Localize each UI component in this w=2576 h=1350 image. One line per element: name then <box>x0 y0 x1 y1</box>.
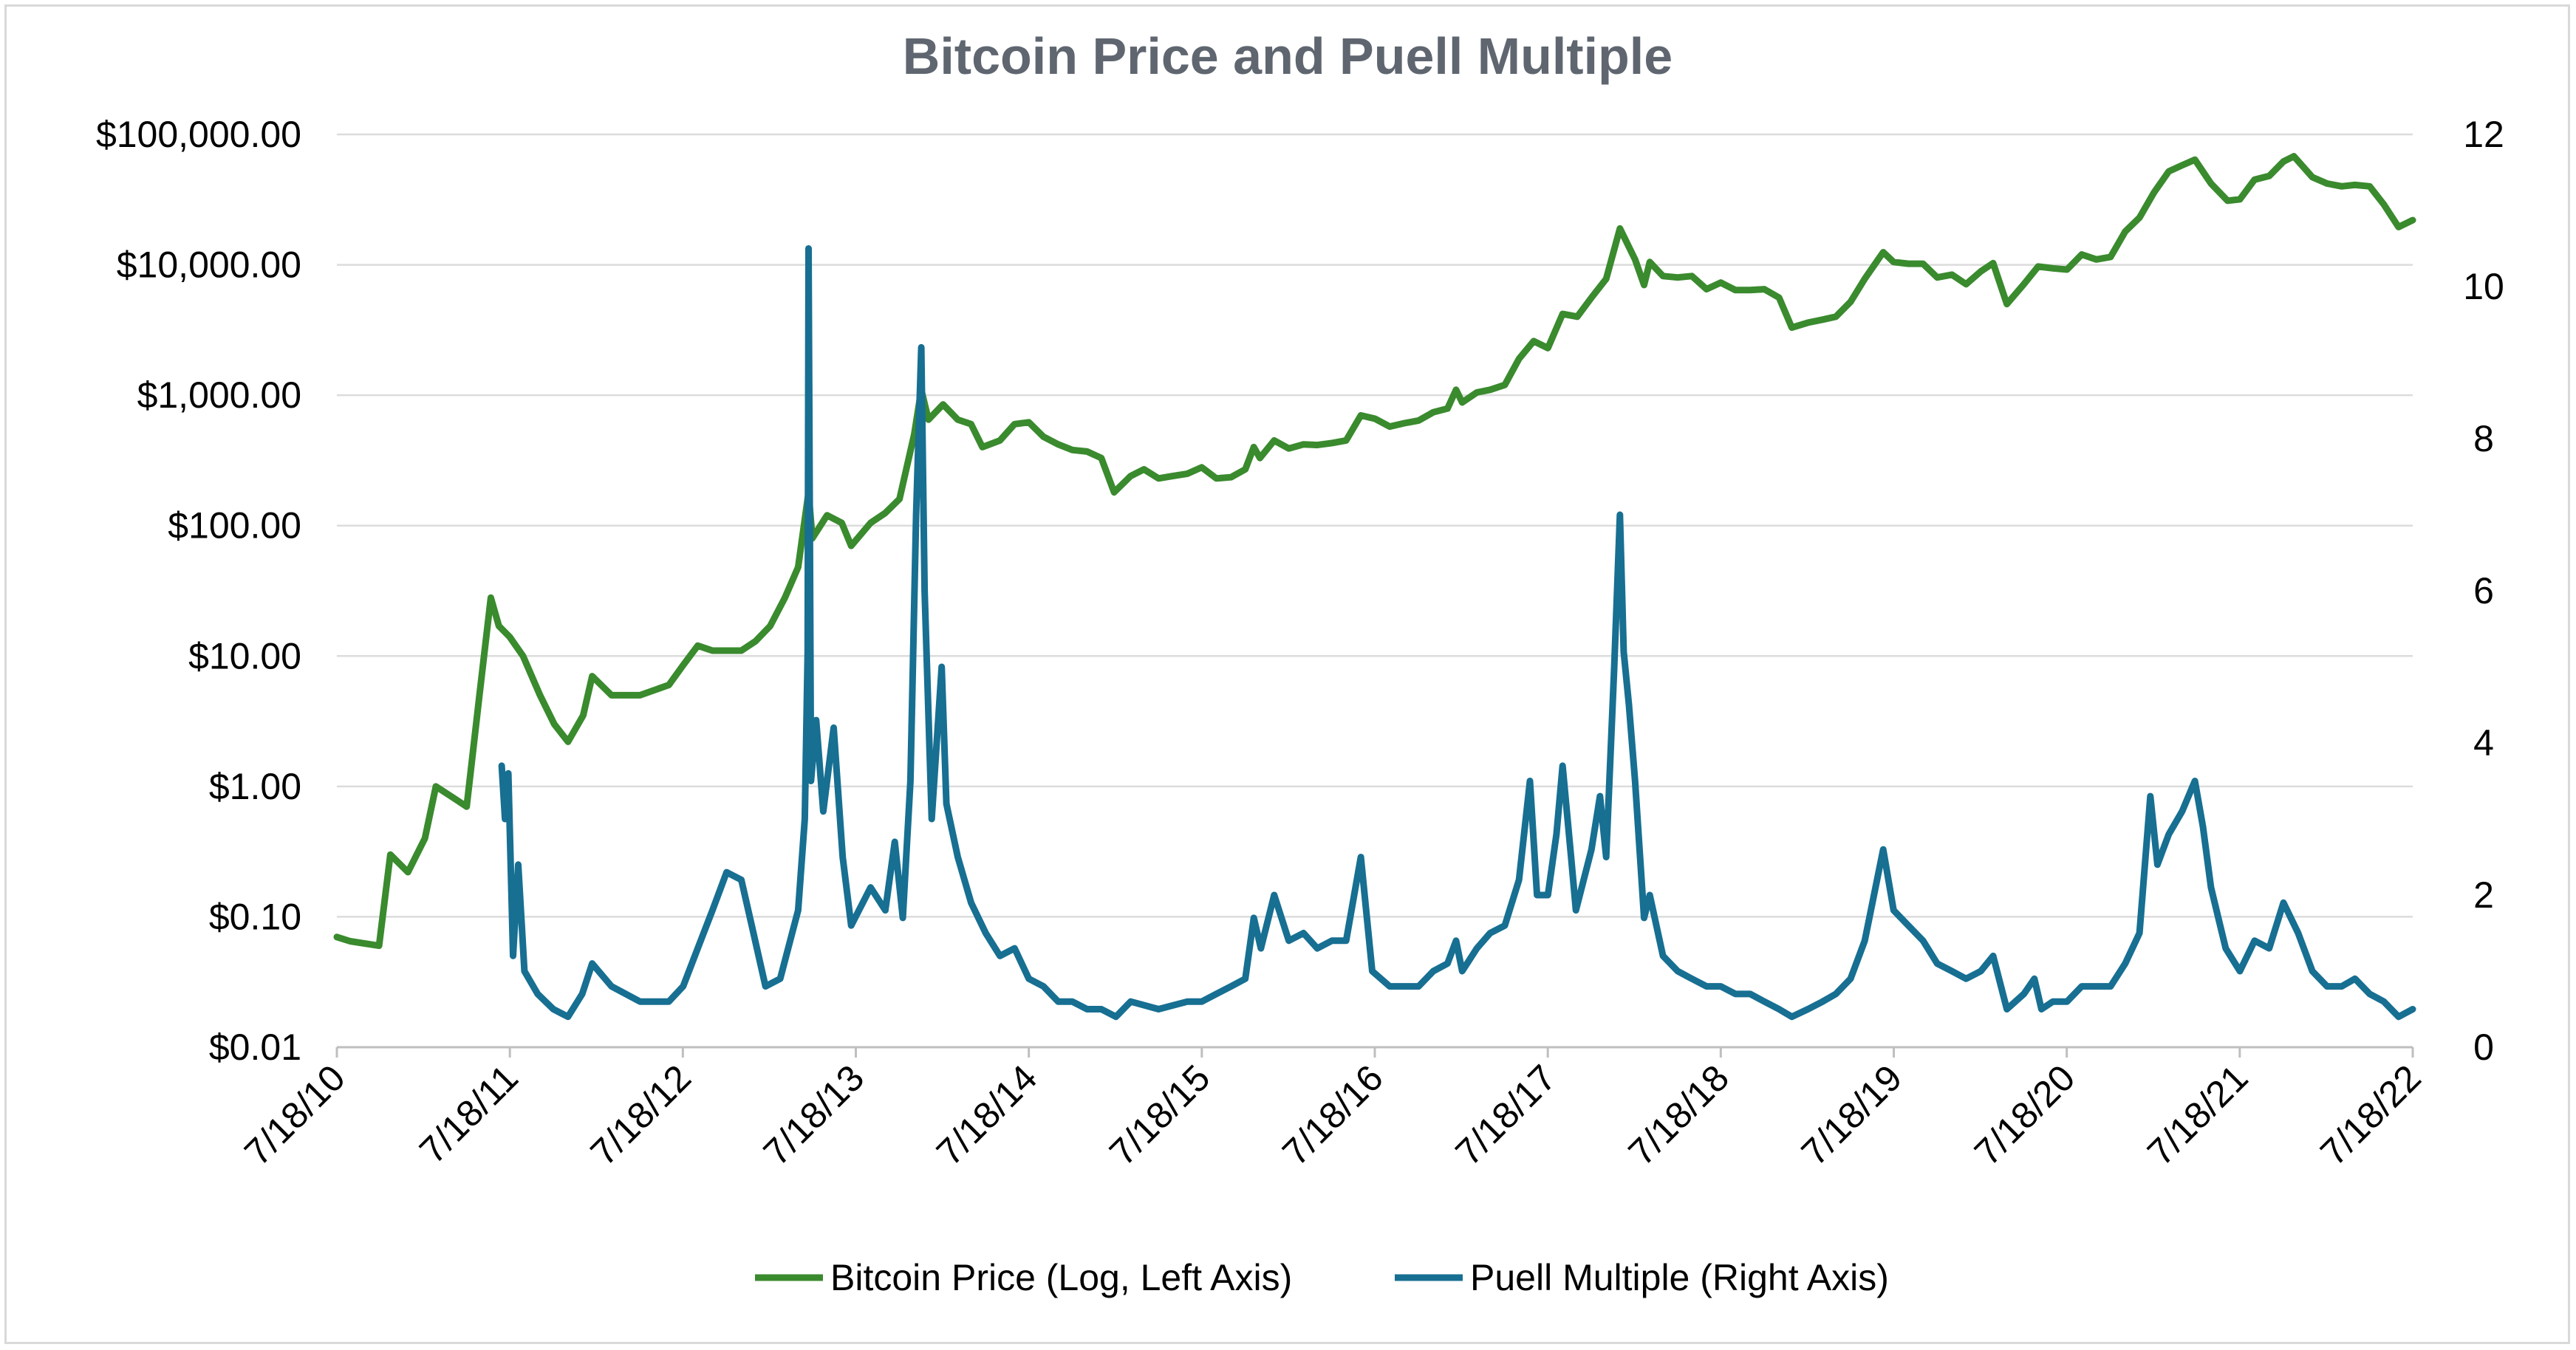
x-axis-tick-label: 7/18/16 <box>1274 1057 1391 1173</box>
x-axis-tick-label: 7/18/12 <box>583 1057 700 1173</box>
puell-multiple-line <box>498 245 2416 1021</box>
right-axis-tick-label: 8 <box>2473 418 2494 459</box>
left-axis-tick-label: $10,000.00 <box>117 244 301 286</box>
x-axis-tick-label: 7/18/13 <box>756 1057 872 1173</box>
right-axis-tick-label: 12 <box>2463 114 2504 155</box>
right-axis-tick-label: 0 <box>2473 1027 2494 1068</box>
x-axis-tick-label: 7/18/21 <box>2139 1057 2256 1173</box>
left-axis-ticks: $0.01 $0.10 $1.00 $10.00 $100.00 $1,000.00 $10… <box>96 114 301 1068</box>
left-axis-tick-label: $0.10 <box>209 896 301 937</box>
x-axis-tick-label: 7/18/17 <box>1447 1057 1564 1173</box>
right-axis-ticks: 0 2 4 6 8 10 12 <box>2463 114 2504 1068</box>
right-axis-tick-label: 4 <box>2473 722 2494 764</box>
right-axis-tick-label: 10 <box>2463 266 2504 307</box>
x-axis-tick-label: 7/18/15 <box>1101 1057 1218 1173</box>
x-axis-tick-label: 7/18/19 <box>1794 1057 1910 1173</box>
gridlines <box>337 133 2413 918</box>
legend: Bitcoin Price (Log, Left Axis) Puell Mult… <box>755 1257 1889 1298</box>
left-axis-tick-label: $1,000.00 <box>137 374 301 416</box>
left-axis-tick-label: $10.00 <box>188 635 301 676</box>
series-layer <box>333 153 2416 1021</box>
x-axis-tick-label: 7/18/22 <box>2312 1057 2429 1173</box>
legend-label: Bitcoin Price (Log, Left Axis) <box>830 1257 1292 1298</box>
left-axis-tick-label: $100.00 <box>168 505 301 546</box>
left-axis-tick-label: $0.01 <box>209 1027 301 1068</box>
x-axis-tick-label: 7/18/18 <box>1621 1057 1738 1173</box>
chart-frame <box>4 4 2570 1344</box>
left-axis-tick-label: $100,000.00 <box>96 114 301 155</box>
x-axis-tick-label: 7/18/14 <box>929 1057 1045 1173</box>
left-axis-tick-label: $1.00 <box>209 766 301 807</box>
chart-title: Bitcoin Price and Puell Multiple <box>903 27 1673 85</box>
legend-label: Puell Multiple (Right Axis) <box>1470 1257 1889 1298</box>
right-axis-tick-label: 6 <box>2473 570 2494 611</box>
x-axis-tick-label: 7/18/20 <box>1967 1057 2083 1173</box>
bitcoin-price-line <box>333 153 2416 950</box>
x-axis-ticks: 7/18/10 7/18/11 7/18/12 7/18/13 7/18/14 7/18/… <box>236 1047 2429 1173</box>
right-axis-tick-label: 2 <box>2473 874 2494 916</box>
x-axis-tick-label: 7/18/10 <box>236 1057 353 1173</box>
x-axis-tick-label: 7/18/11 <box>411 1057 526 1171</box>
